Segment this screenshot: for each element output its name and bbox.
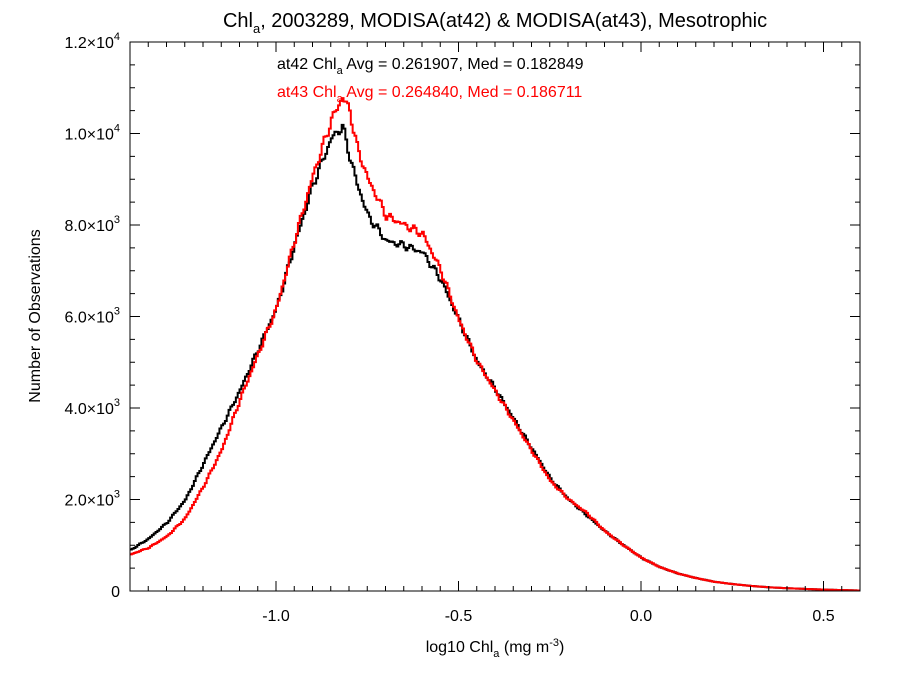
y-tick-label: 1.2×104 <box>64 31 120 52</box>
x-axis-title: log10 Chla (mg m-3) <box>426 637 565 660</box>
stats-text-at42: at42 Chla Avg = 0.261907, Med = 0.182849 <box>277 56 584 77</box>
tick-layer: -1.0 -0.5 0.0 0.5 0 2.0×103 4.0×103 6.0×103 8.0×… <box>64 31 861 625</box>
chart-title: Chla, 2003289, MODISA(at42) & MODISA(at4… <box>223 10 767 36</box>
x-tick-label: 0.5 <box>812 608 834 625</box>
x-tick-label: 0.0 <box>630 608 652 625</box>
y-tick-label: 6.0×103 <box>64 306 120 327</box>
x-tick-label: -1.0 <box>262 608 290 625</box>
y-tick-label: 1.0×104 <box>64 123 120 144</box>
y-tick-label: 2.0×103 <box>64 489 120 510</box>
series-layer <box>130 97 860 592</box>
stats-text-at43: at43 Chla Avg = 0.264840, Med = 0.186711 <box>277 84 582 105</box>
series-line-1 <box>130 97 860 592</box>
y-tick-label: 4.0×103 <box>64 397 120 418</box>
y-axis-title: Number of Observations <box>27 229 44 402</box>
y-tick-label: 8.0×103 <box>64 214 120 235</box>
x-tick-label: -0.5 <box>445 608 473 625</box>
y-tick-label: 0 <box>111 584 120 601</box>
